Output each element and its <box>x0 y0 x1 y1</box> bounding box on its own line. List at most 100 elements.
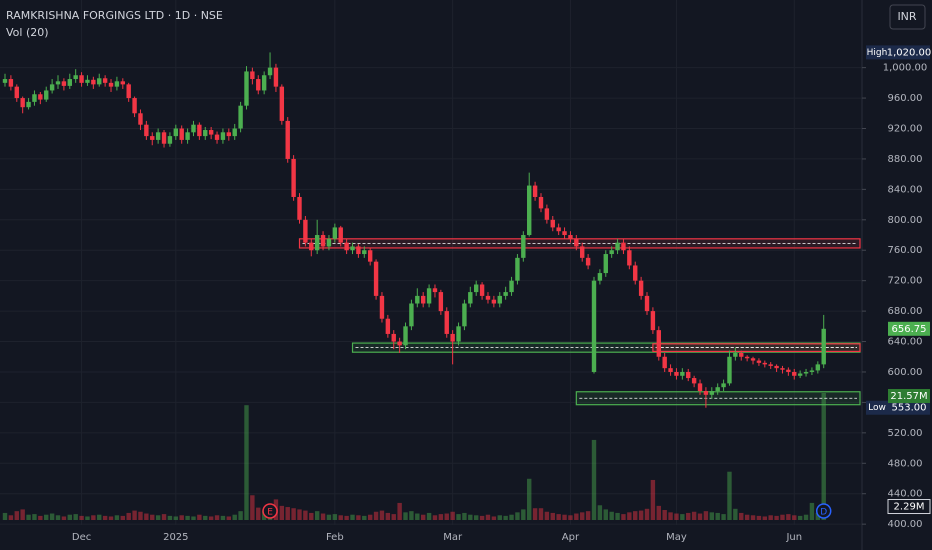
volume-bar <box>538 508 544 520</box>
volume-bar <box>332 514 338 520</box>
candle-body <box>155 132 161 140</box>
candle-body <box>574 238 579 247</box>
candle-body <box>727 356 732 384</box>
currency-box[interactable] <box>889 4 926 30</box>
volume-bar <box>55 515 61 520</box>
y-tick-label: 400.00 <box>888 519 923 530</box>
volume-bar <box>144 513 149 520</box>
candle-body <box>244 71 249 106</box>
volume-bar <box>580 512 585 520</box>
candle-body <box>450 333 455 342</box>
volume-bar <box>603 509 608 520</box>
volume-bar <box>680 514 685 520</box>
volume-bar <box>102 515 108 520</box>
volume-bar <box>391 514 396 520</box>
volume-bar <box>432 515 438 520</box>
candle-body <box>114 81 120 87</box>
candle-body <box>161 132 167 144</box>
candle-body <box>73 75 78 80</box>
candle-body <box>739 352 744 357</box>
candle-body <box>803 371 809 374</box>
volume-bar <box>691 511 697 520</box>
y-tick-label: 440.00 <box>888 489 923 500</box>
candle-body <box>686 371 691 379</box>
volume-bar <box>226 516 232 520</box>
candle-body <box>185 132 190 140</box>
volume-bar <box>373 511 379 520</box>
candle-body <box>591 280 597 372</box>
candle-body <box>786 369 791 372</box>
candle-body <box>102 78 108 83</box>
volume-bar <box>191 516 196 520</box>
y-tick-label: 760.00 <box>888 245 923 256</box>
volume-bar <box>32 514 37 520</box>
x-tick-label: Feb <box>326 532 344 543</box>
volume-bar <box>797 515 803 520</box>
volume-bar <box>703 511 709 520</box>
volume-bar <box>197 514 202 520</box>
candle-body <box>680 371 685 376</box>
volume-bar <box>344 515 349 520</box>
candle-body <box>750 358 756 361</box>
volume-bar <box>650 479 656 520</box>
volume-bar <box>444 513 449 520</box>
volume-bar <box>774 515 779 520</box>
volume-bar <box>450 511 455 520</box>
volume-bar <box>479 515 485 520</box>
volume-bar <box>138 511 143 520</box>
volume-bar <box>250 495 255 520</box>
y-tick-label: 640.00 <box>888 337 923 348</box>
volume-bar <box>662 509 667 520</box>
volume-bar <box>809 502 815 520</box>
candle-body <box>792 371 797 376</box>
candle-body <box>444 311 449 334</box>
y-tick-label: 680.00 <box>888 306 923 317</box>
candle-body <box>203 130 208 137</box>
candle-body <box>61 81 67 86</box>
candle-body <box>744 356 750 359</box>
candle-body <box>691 378 697 384</box>
grid <box>0 0 862 525</box>
volume-bar <box>474 515 479 520</box>
volume-bar <box>214 515 220 520</box>
last-price-box <box>888 321 930 336</box>
volume-bar <box>750 515 756 520</box>
candle-body <box>197 124 202 137</box>
candle-body <box>580 246 585 258</box>
volume-bar <box>256 507 261 520</box>
volume-bar <box>815 512 821 520</box>
candle-body <box>173 128 179 137</box>
volume-bar <box>644 508 650 520</box>
candle-body <box>208 130 214 135</box>
volume-bar <box>203 515 208 520</box>
volume-bar <box>686 512 691 520</box>
candle-body <box>638 280 644 296</box>
volume-bar <box>591 439 597 520</box>
low-label: 553.00 <box>892 403 927 414</box>
candle-body <box>391 333 396 342</box>
candle-body <box>585 257 591 266</box>
volume-bar <box>320 513 326 520</box>
volume-bar <box>733 508 738 520</box>
currency-button[interactable]: INR <box>889 4 926 30</box>
volume-bar <box>668 512 673 520</box>
candle-body <box>285 120 290 159</box>
x-tick-label: May <box>666 532 687 543</box>
volume-bar <box>67 514 72 520</box>
volume-bar <box>297 509 302 520</box>
candle-body <box>138 113 143 125</box>
volume-bar <box>792 515 797 520</box>
currency-label[interactable]: INR <box>897 10 916 23</box>
volume-bar <box>285 507 290 520</box>
high-name-box <box>866 45 888 60</box>
candle-body <box>662 356 667 369</box>
candle-body <box>491 299 497 304</box>
y-tick-label: 1,000.00 <box>883 63 928 74</box>
candle-body <box>456 326 461 342</box>
candle-body <box>403 326 408 346</box>
volume-bar <box>61 516 67 520</box>
volume-bar <box>155 515 161 520</box>
volume-ma-box <box>887 499 931 515</box>
candle-body <box>709 391 714 395</box>
